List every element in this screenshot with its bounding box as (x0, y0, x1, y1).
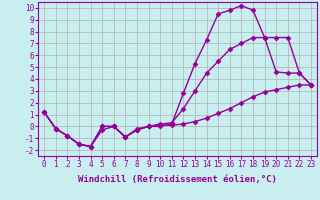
X-axis label: Windchill (Refroidissement éolien,°C): Windchill (Refroidissement éolien,°C) (78, 175, 277, 184)
